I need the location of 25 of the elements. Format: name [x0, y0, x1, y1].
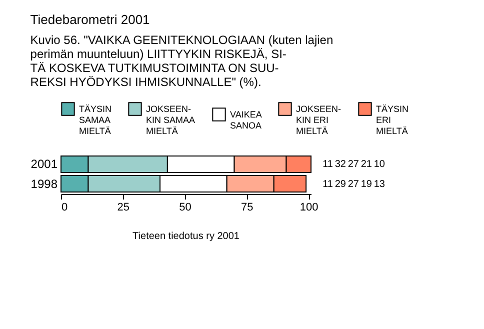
data-label: 21	[360, 159, 372, 170]
data-label: 10	[374, 159, 386, 170]
legend-label: JOKSEEN- KIN ERI MIELTÄ	[296, 104, 342, 136]
x-tick-label: 25	[117, 202, 130, 214]
chart-title: Tiedebarometri 2001	[30, 12, 150, 27]
y-tick-label: 1998	[30, 176, 58, 191]
text: Tieteen tiedotus ry 2001	[132, 231, 240, 242]
legend-label: JOKSEEN- KIN SAMAA MIELTÄ	[146, 104, 196, 136]
legend-label: TÄYSIN ERI MIELTÄ	[376, 104, 409, 136]
data-label: 11	[322, 159, 334, 170]
x-tick-label: 100	[300, 202, 318, 214]
data-label: 13	[374, 178, 386, 190]
x-tick-label: 75	[241, 202, 254, 214]
y-tick-label: 2001	[30, 157, 58, 172]
legend-label: VAIKEA SANOA	[230, 110, 262, 130]
data-label: 27	[348, 178, 360, 190]
x-tick-label: 50	[179, 202, 192, 214]
data-label: 29	[334, 178, 346, 190]
x-tick-label: 0	[62, 202, 68, 214]
chart-subtitle: Kuvio 56. "VAIKKA GEENITEKNOLOGIAAN (kuten lajien perimän muunteluun) LIITTYYKIN RISKEJÄ, SI- TÄ KOSKEVA TUTKIMUSTOIMINTA ON SUU- REKSI HYÖDYKSI IHMISKUNNALLE" (%).	[30, 33, 334, 89]
data-label: 32	[334, 159, 346, 170]
data-label: 19	[360, 178, 372, 190]
data-label: 11	[322, 178, 334, 190]
legend-label: TÄYSIN SAMAA MIELTÄ	[79, 104, 112, 136]
data-label: 27	[348, 159, 360, 170]
